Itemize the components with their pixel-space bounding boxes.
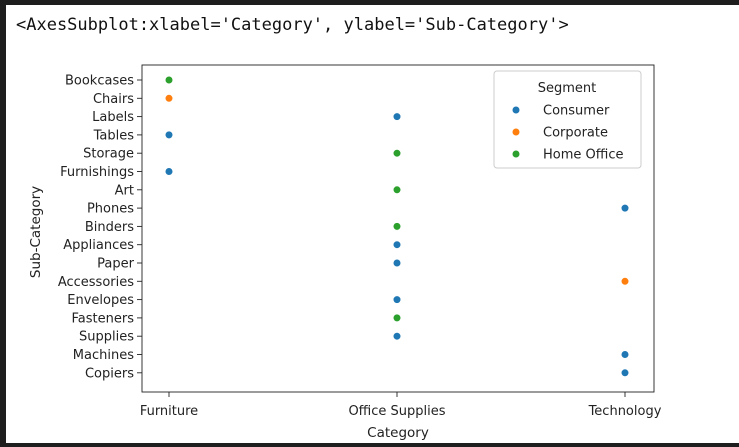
legend-entry-label: Corporate bbox=[543, 126, 608, 141]
legend-marker bbox=[511, 127, 521, 137]
y-tick-label: Fasteners bbox=[72, 311, 135, 326]
y-tick-label: Chairs bbox=[93, 92, 134, 107]
points-layer bbox=[164, 75, 630, 377]
data-point bbox=[392, 149, 402, 158]
y-tick-label: Paper bbox=[97, 257, 134, 272]
y-tick-label: Accessories bbox=[58, 275, 134, 290]
data-point bbox=[392, 332, 402, 341]
x-tick-label: Furniture bbox=[140, 404, 198, 419]
data-point bbox=[164, 94, 174, 103]
y-tick-label: Supplies bbox=[79, 330, 134, 345]
y-tick-label: Tables bbox=[93, 128, 135, 143]
y-axis-label: Sub-Category bbox=[28, 186, 44, 278]
y-tick-label: Bookcases bbox=[65, 74, 134, 89]
x-axis-label: Category bbox=[367, 425, 429, 441]
legend-entry-label: Home Office bbox=[543, 148, 623, 163]
legend-entry-label: Consumer bbox=[543, 104, 610, 119]
data-point bbox=[392, 258, 402, 268]
data-point bbox=[620, 277, 630, 286]
y-tick-label: Copiers bbox=[85, 366, 134, 381]
y-tick-label: Appliances bbox=[63, 238, 134, 253]
legend: Segment Consumer Corporate Home Office bbox=[493, 70, 642, 169]
legend-marker bbox=[511, 149, 521, 159]
y-tick-label: Envelopes bbox=[67, 293, 134, 308]
data-point bbox=[164, 167, 174, 176]
data-point bbox=[164, 75, 174, 85]
y-tick-label: Machines bbox=[73, 348, 134, 363]
y-axis: Bookcases Chairs Labels Tables Storage Furnis… bbox=[58, 74, 142, 381]
x-axis: Furniture Office Supplies Technology bbox=[140, 392, 662, 419]
data-point bbox=[164, 130, 174, 139]
y-tick-label: Furnishings bbox=[60, 165, 134, 180]
data-point bbox=[392, 295, 402, 304]
legend-box bbox=[493, 70, 642, 169]
x-tick-label: Technology bbox=[588, 404, 662, 419]
y-tick-label: Binders bbox=[85, 220, 134, 235]
data-point bbox=[620, 368, 630, 377]
x-tick-label: Office Supplies bbox=[348, 404, 445, 419]
data-point bbox=[392, 222, 402, 231]
data-point bbox=[620, 350, 630, 359]
y-tick-label: Labels bbox=[92, 110, 134, 125]
legend-title: Segment bbox=[538, 81, 597, 96]
y-tick-label: Storage bbox=[83, 147, 134, 162]
legend-marker bbox=[511, 105, 521, 115]
data-point bbox=[392, 185, 402, 194]
data-point bbox=[392, 313, 402, 323]
y-tick-label: Phones bbox=[87, 202, 134, 217]
data-point bbox=[392, 240, 402, 249]
data-point bbox=[392, 112, 402, 121]
axes-repr-text: <AxesSubplot:xlabel='Category', ylabel='… bbox=[16, 15, 569, 35]
data-point bbox=[620, 204, 630, 213]
y-tick-label: Art bbox=[115, 183, 134, 198]
